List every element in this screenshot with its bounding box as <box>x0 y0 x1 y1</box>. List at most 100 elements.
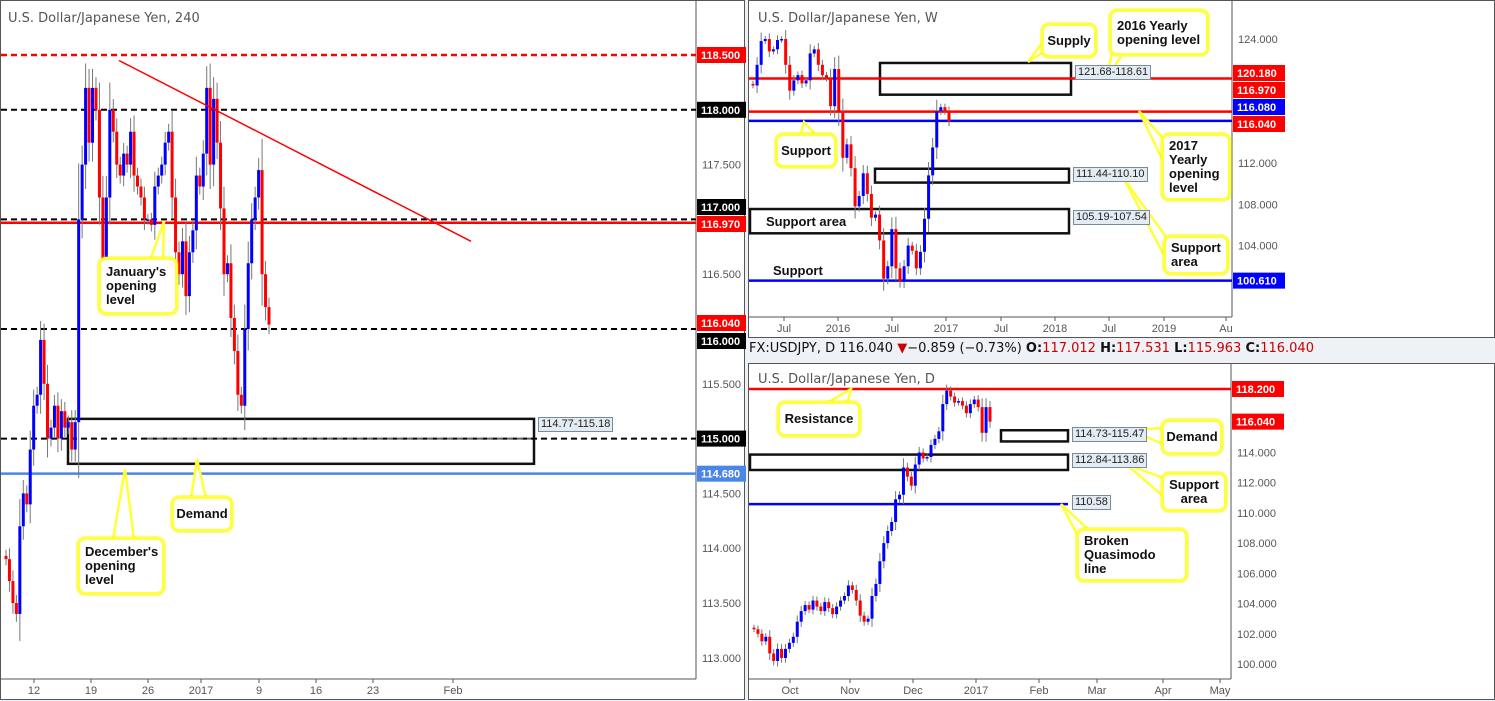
price-badge <box>1232 413 1284 430</box>
candle-body <box>257 170 261 198</box>
candle-body <box>874 583 878 597</box>
price-badge-label: 118.200 <box>1236 384 1275 396</box>
x-tick-label: 2019 <box>1152 323 1176 335</box>
candle-body <box>784 39 788 65</box>
candle-body <box>205 87 209 154</box>
y-tick-label: 110.000 <box>1237 508 1276 520</box>
zone-label: 112.84-113.86 <box>1072 453 1148 468</box>
callout-2017-yearly-opening-level: 2017 Yearly opening level <box>1161 133 1231 201</box>
x-tick-label: Apr <box>1154 685 1171 697</box>
candle-body <box>59 411 63 439</box>
candle-body <box>149 219 153 225</box>
price-badge-label: 117.000 <box>701 202 740 214</box>
candle-body <box>853 168 857 207</box>
label-support-area: Support area <box>766 214 847 229</box>
candle-body <box>837 68 841 113</box>
y-tick-label: 112.000 <box>1238 158 1277 170</box>
weekly-chart[interactable]: 124.000 112.000 108.000 104.000 Jul 2016 Jul 20… <box>749 1 1495 339</box>
candle-body <box>198 175 202 187</box>
zone-box <box>749 207 1071 235</box>
candle-body <box>177 252 181 275</box>
callout-support-area: Support area <box>1161 472 1227 512</box>
candle-body <box>931 147 935 176</box>
zone-label: 114.73-115.47 <box>1072 427 1148 442</box>
candle-body <box>894 499 898 522</box>
candle-body <box>39 339 43 395</box>
candle-body <box>66 422 70 428</box>
candle-body <box>901 467 905 495</box>
callout-pointer <box>1125 462 1164 497</box>
x-tick-label: Mar <box>1088 685 1107 697</box>
candle-body <box>776 648 780 661</box>
candle-body <box>771 49 775 52</box>
candle-body <box>25 493 29 505</box>
price-badge-label: 120.180 <box>1237 68 1277 80</box>
callout-pointer <box>189 458 208 499</box>
price-badge-label: 116.970 <box>701 219 740 231</box>
candle-body <box>163 142 167 165</box>
candle-body <box>42 339 46 384</box>
low-value: 115.963 <box>1187 341 1242 356</box>
y-tick-label: 104.000 <box>1237 599 1277 611</box>
price-badge <box>697 465 746 482</box>
candle-body <box>812 49 816 54</box>
daily-chart[interactable]: 114.000 112.000 110.000 108.000 106.000 104.0… <box>749 364 1495 701</box>
candle-body <box>795 621 799 637</box>
price-badge-label: 118.500 <box>701 50 740 62</box>
callout-decembers-opening-level: December's opening level <box>77 537 165 595</box>
candle-body <box>935 111 939 148</box>
callout-demand: Demand <box>171 496 233 532</box>
candle-body <box>84 87 88 165</box>
candle-body <box>153 186 157 225</box>
candle-body <box>56 405 60 439</box>
candle-body <box>968 404 972 414</box>
price-badge <box>697 199 746 215</box>
candle-body <box>191 230 195 253</box>
price-badge-label: 116.970 <box>1237 85 1276 97</box>
candle-body <box>111 109 115 132</box>
candle-body <box>914 250 918 269</box>
candle-body <box>829 78 833 107</box>
candle-body <box>776 40 779 50</box>
zone-box <box>66 417 536 466</box>
candle-body <box>80 164 84 220</box>
close-value: 116.040 <box>1260 341 1314 356</box>
candle-body <box>882 240 886 279</box>
candle-body <box>825 75 828 79</box>
price-change: −0.859 (−0.73%) <box>907 341 1022 356</box>
y-tick-label: 113.500 <box>702 598 741 610</box>
zone-label: 105.19-107.54 <box>1073 210 1150 225</box>
candle-body <box>94 87 98 110</box>
candle-body <box>11 581 15 603</box>
candle-body <box>215 98 219 143</box>
candle-body <box>132 131 136 176</box>
x-tick-label: Dec <box>903 685 923 697</box>
y-tick-label: 115.500 <box>702 379 741 391</box>
candle-body <box>878 561 882 584</box>
price-badge <box>1233 272 1285 289</box>
x-tick-label: 2018 <box>1043 323 1067 335</box>
candle-body <box>846 585 850 597</box>
trendline <box>118 59 472 242</box>
candle-body <box>46 383 50 439</box>
price-badge-label: 100.610 <box>1237 276 1277 288</box>
x-tick-label: 2017 <box>964 685 988 697</box>
candle-body <box>849 144 853 169</box>
candle-body <box>910 245 914 251</box>
candle-body <box>32 405 36 450</box>
h4-chart[interactable]: 117.500 116.500 115.500 114.500 114.000 113.5… <box>1 1 746 701</box>
line-label: 110.58 <box>1072 495 1111 510</box>
candle-body <box>180 241 184 275</box>
open-value: 117.012 <box>1042 341 1096 356</box>
candle-body <box>156 175 160 187</box>
x-tick-label: May <box>1210 685 1231 697</box>
candle-body <box>755 64 759 86</box>
candle-body <box>18 526 22 614</box>
candle-body <box>865 173 869 194</box>
candle-body <box>804 80 808 84</box>
label-support: Support <box>773 263 823 278</box>
candle-body <box>927 175 931 219</box>
candle-body <box>101 197 105 264</box>
price-badge <box>1233 65 1285 81</box>
zone-box <box>999 429 1070 443</box>
